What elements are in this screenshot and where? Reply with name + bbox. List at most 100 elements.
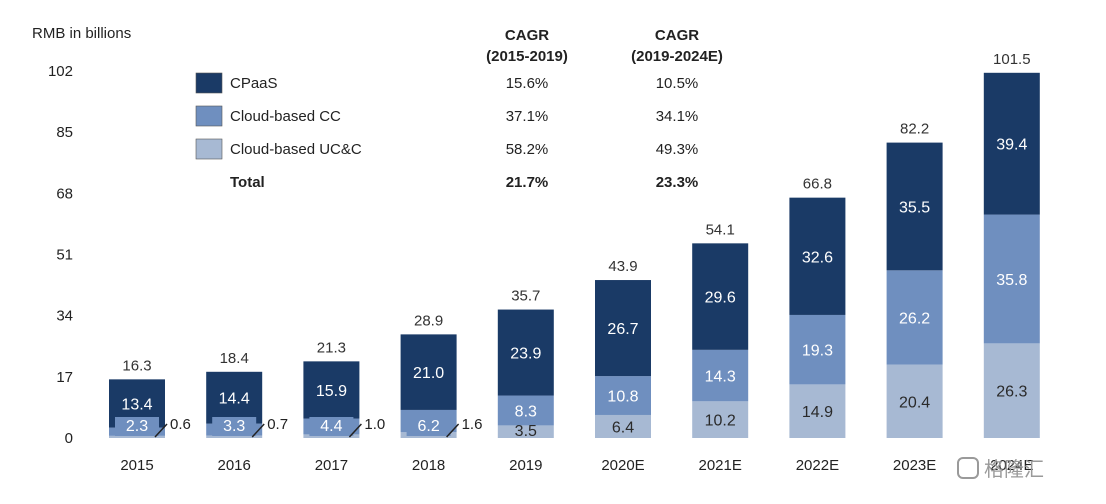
cagr-header-period: (2019-2024E): [631, 48, 723, 65]
y-axis-title: RMB in billions: [32, 25, 131, 42]
watermark-text: 格隆汇: [984, 458, 1044, 481]
cpaas-value-label: 13.4: [121, 396, 152, 413]
bar-segment: [789, 314, 846, 385]
cagr-value-2015-2019: 15.6%: [506, 75, 549, 92]
legend-label: Cloud-based CC: [230, 108, 341, 125]
cc-value-label: 35.8: [996, 272, 1027, 289]
cpaas-value-label: 39.4: [996, 137, 1027, 154]
total-value-label: 28.9: [414, 312, 443, 329]
cpaas-value-label: 32.6: [802, 249, 833, 266]
bar-segment: [595, 376, 651, 415]
legend-label: Cloud-based UC&C: [230, 141, 362, 158]
cc-value-label: 10.8: [607, 389, 638, 406]
ucc-value-label: 26.3: [996, 384, 1027, 401]
cc-value-label: 26.2: [899, 310, 930, 327]
bar-segment: [595, 414, 651, 438]
cagr-value-2015-2019: 58.2%: [506, 141, 549, 158]
cc-value-label: 8.3: [515, 403, 537, 420]
cpaas-value-label: 26.7: [607, 321, 638, 338]
cagr-value-2019-2024: 23.3%: [656, 174, 699, 191]
cpaas-value-label: 21.0: [413, 365, 444, 382]
bar-segment: [692, 349, 749, 402]
bar-segment: [497, 395, 554, 426]
cc-value-label: 6.2: [417, 418, 439, 435]
bar-segment: [983, 214, 1040, 344]
bar-segment: [983, 343, 1040, 438]
legend-cagr-table: CAGR (2015-2019) CAGR (2019-2024E) CPaaS 15.6…: [195, 27, 723, 191]
bar-segment: [886, 270, 943, 365]
bar-segment: [400, 334, 457, 410]
cagr-header-title: CAGR: [655, 27, 699, 44]
y-tick-label: 51: [56, 247, 73, 264]
cc-label-box: [406, 417, 451, 436]
ucc-value-label: 3.5: [515, 423, 537, 440]
cc-label-box: [309, 417, 354, 436]
x-tick-label: 2017: [315, 457, 348, 474]
bar-segment: [303, 434, 360, 438]
cagr-value-2015-2019: 37.1%: [506, 108, 549, 125]
total-value-label: 18.4: [220, 350, 249, 367]
bar-segment: [983, 72, 1040, 215]
x-tick-label: 2022E: [796, 457, 839, 474]
x-tick-label: 2024E: [990, 457, 1033, 474]
total-value-label: 16.3: [122, 357, 151, 374]
cc-label-box: [115, 417, 159, 436]
bar-segment: [497, 309, 554, 396]
total-value-label: 21.3: [317, 339, 346, 356]
legend-swatch: [195, 72, 223, 94]
uc-leader-line: [446, 423, 460, 438]
cpaas-value-label: 35.5: [899, 199, 930, 216]
legend-label: Total: [230, 174, 265, 191]
total-value-label: 66.8: [803, 176, 832, 193]
watermark-group: 格隆汇: [957, 457, 1044, 481]
cagr-header-title: CAGR: [505, 27, 549, 44]
bar-segment: [886, 364, 943, 438]
ucc-value-label: 10.2: [705, 413, 736, 430]
y-axis-ticks: 0 17 34 51 68 85 102: [48, 63, 73, 447]
y-tick-label: 17: [56, 369, 73, 386]
total-value-label: 82.2: [900, 121, 929, 138]
bar-segment: [789, 384, 846, 438]
ucc-value-label: 0.6: [170, 416, 191, 433]
cagr-value-2015-2019: 21.7%: [506, 174, 549, 191]
x-axis-ticks: 2015 2016 2017 2018 2019 2020E 2021E 2022E 2023E…: [120, 457, 1033, 474]
cagr-value-2019-2024: 49.3%: [656, 141, 699, 158]
cpaas-value-label: 14.4: [219, 391, 250, 408]
bar-segment: [595, 280, 651, 377]
cpaas-value-label: 29.6: [705, 290, 736, 307]
y-tick-label: 102: [48, 63, 73, 80]
bar-segment: [303, 361, 360, 419]
cc-value-label: 2.3: [126, 418, 148, 435]
x-tick-label: 2020E: [601, 457, 644, 474]
x-tick-label: 2015: [120, 457, 153, 474]
bar-segment: [109, 435, 165, 438]
x-tick-label: 2016: [218, 457, 251, 474]
cagr-value-2019-2024: 10.5%: [656, 75, 699, 92]
legend-swatch: [195, 138, 223, 160]
bar-segment: [206, 371, 263, 424]
total-value-label: 54.1: [706, 221, 735, 238]
cpaas-value-label: 23.9: [510, 346, 541, 363]
bar-segment: [886, 142, 943, 271]
ucc-value-label: 6.4: [612, 419, 634, 436]
cc-label-box: [212, 417, 257, 436]
ucc-value-label: 1.0: [364, 416, 385, 433]
y-tick-label: 85: [56, 124, 73, 141]
cagr-value-2019-2024: 34.1%: [656, 108, 699, 125]
ucc-value-label: 20.4: [899, 394, 930, 411]
watermark-logo-icon: [957, 457, 979, 479]
bar-segment: [206, 435, 263, 438]
x-tick-label: 2018: [412, 457, 445, 474]
cc-value-label: 3.3: [223, 418, 245, 435]
bars-group: 13.4 2.3 0.6 16.3 14.4 3.3 0.7 18.4 15.9 4.4 1.0 21…: [109, 51, 1040, 440]
ucc-value-label: 0.7: [267, 416, 288, 433]
cc-value-label: 14.3: [705, 369, 736, 386]
uc-leader-line: [348, 423, 362, 438]
x-tick-label: 2019: [509, 457, 542, 474]
bar-segment: [692, 401, 749, 438]
cc-value-label: 19.3: [802, 343, 833, 360]
total-value-label: 101.5: [993, 51, 1031, 68]
total-value-label: 43.9: [608, 258, 637, 275]
ucc-value-label: 14.9: [802, 404, 833, 421]
